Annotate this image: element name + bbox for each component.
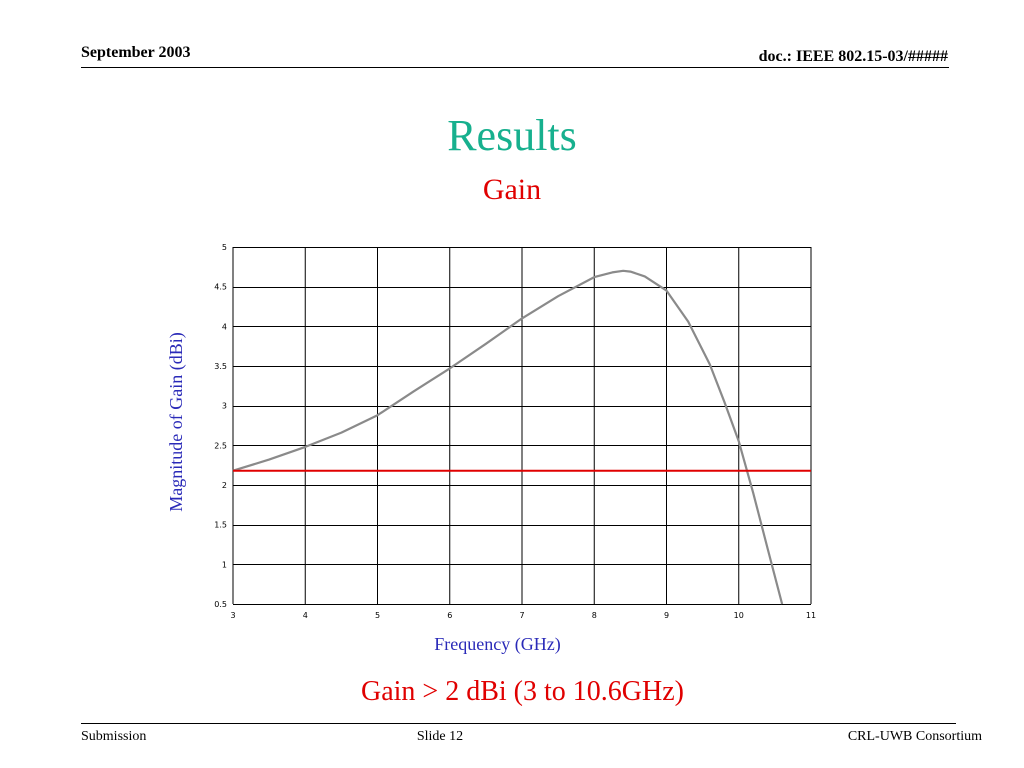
chart-title: Gain	[482, 173, 542, 206]
x-tick-label: 10	[734, 611, 744, 620]
header-divider	[81, 67, 949, 68]
x-axis-label: Frequency (GHz)	[434, 634, 561, 654]
chart-grid	[232, 247, 812, 605]
y-tick-label: 4.5	[214, 283, 227, 292]
header-date: September 2003	[81, 44, 191, 61]
y-tick-label: 1.5	[214, 521, 227, 530]
x-tick-label: 7	[519, 611, 524, 620]
y-tick-label: 1	[222, 560, 227, 569]
x-tick-label: 11	[806, 611, 816, 620]
x-tick-label: 9	[664, 611, 669, 620]
x-tick-label: 6	[447, 611, 452, 620]
x-tick-label: 8	[592, 611, 597, 620]
y-tick-label: 2	[222, 481, 227, 490]
x-tick-label: 5	[375, 611, 380, 620]
gain-summary-note: Gain > 2 dBi (3 to 10.6GHz)	[361, 676, 684, 707]
footer-divider	[81, 723, 956, 724]
y-tick-label: 3	[222, 402, 227, 411]
chart-series	[232, 269, 811, 605]
y-tick-label: 2.5	[214, 441, 227, 450]
slide-title: Results	[447, 111, 577, 160]
footer-slide-number: Slide 12	[416, 729, 464, 744]
y-tick-label: 3.5	[214, 362, 227, 371]
y-tick-label: 4	[222, 322, 227, 331]
footer-submission: Submission	[81, 729, 147, 744]
y-tick-label: 0.5	[214, 600, 227, 609]
y-tick-label: 5	[222, 243, 227, 252]
x-tick-label: 4	[303, 611, 308, 620]
gain-curve	[232, 269, 784, 605]
header-doc-id: doc.: IEEE 802.15-03/#####	[758, 48, 948, 65]
footer-organization: CRL-UWB Consortium	[847, 729, 982, 744]
x-tick-label: 3	[230, 611, 235, 620]
chart-tick-labels: 3 4 5 6 7 8 9 10 11 0.5 1 1.5 2 2.5 3 3.5 4 4.5 5	[214, 243, 816, 620]
